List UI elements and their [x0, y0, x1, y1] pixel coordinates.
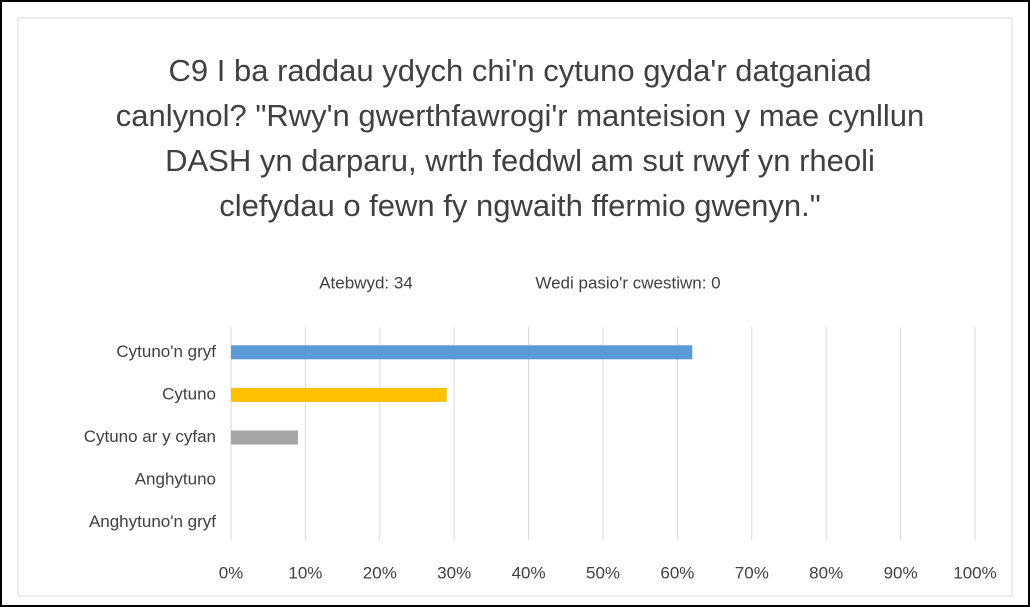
y-tick-label: Cytuno'n gryf: [116, 342, 216, 361]
y-tick-label: Cytuno: [162, 384, 216, 403]
x-tick-label: 90%: [884, 563, 918, 582]
x-tick-label: 50%: [586, 563, 620, 582]
y-tick-label: Anghytuno: [135, 470, 216, 489]
x-tick-label: 70%: [735, 563, 769, 582]
subtitle: Atebwyd: 34: [319, 273, 413, 292]
y-tick-label: Anghytuno'n gryf: [89, 512, 216, 531]
y-tick-label: Cytuno ar y cyfan: [84, 427, 216, 446]
bar: [231, 345, 693, 360]
x-tick-label: 20%: [363, 563, 397, 582]
x-tick-label: 30%: [437, 563, 471, 582]
x-tick-label: 40%: [512, 563, 546, 582]
bar: [231, 387, 447, 402]
x-tick-label: 60%: [660, 563, 694, 582]
x-tick-label: 0%: [219, 563, 244, 582]
subtitle: Wedi pasio'r cwestiwn: 0: [535, 273, 720, 292]
x-tick-label: 80%: [809, 563, 843, 582]
x-tick-label: 100%: [953, 563, 996, 582]
bar: [231, 430, 298, 445]
chart-border: [17, 17, 1013, 597]
x-tick-label: 10%: [288, 563, 322, 582]
chart-title: C9 I ba raddau ydych chi'n cytuno gyda'r…: [115, 53, 925, 223]
